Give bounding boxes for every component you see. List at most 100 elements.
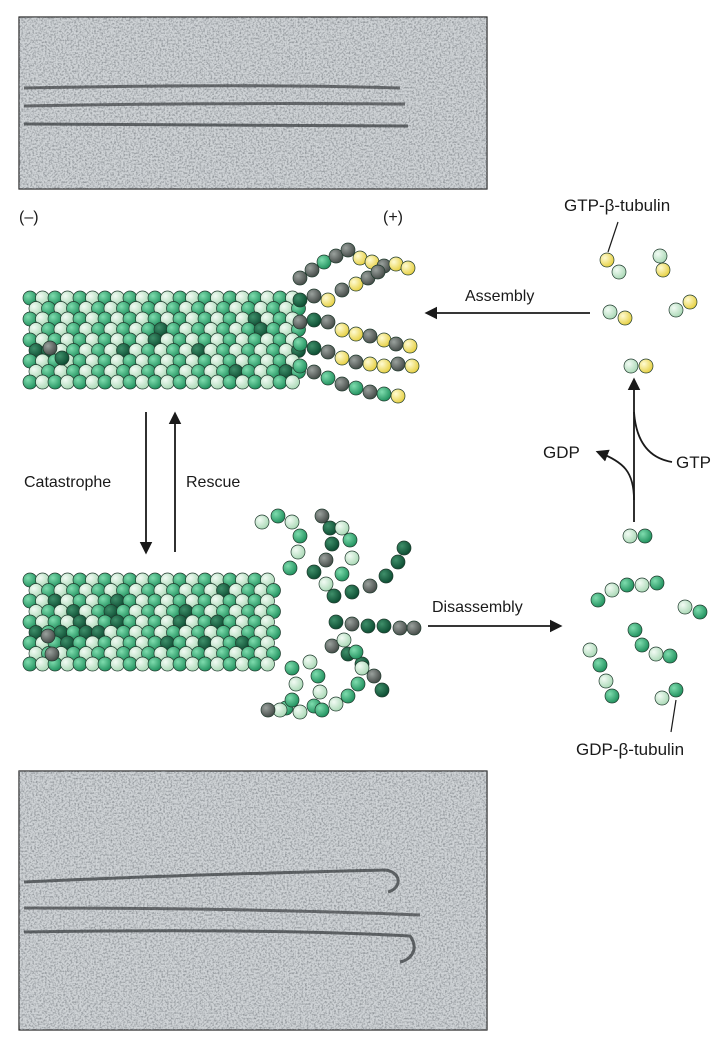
- tubulin-bead: [285, 374, 300, 390]
- free-tubulin-bead: [592, 657, 608, 673]
- tubulin-bead: [314, 508, 330, 524]
- tubulin-bead: [392, 620, 408, 636]
- gtp-entry-arrow: [633, 411, 673, 463]
- tubulin-bead: [197, 374, 213, 390]
- tubulin-bead: [390, 356, 406, 372]
- tubulin-bead: [318, 576, 334, 592]
- tubulin-bead: [292, 314, 308, 330]
- tubulin-bead: [342, 532, 358, 548]
- tubulin-bead: [376, 358, 392, 374]
- tubulin-bead: [210, 656, 225, 672]
- tubulin-bead: [306, 340, 322, 356]
- tubulin-bead: [288, 676, 304, 692]
- tubulin-bead: [320, 314, 336, 330]
- tubulin-bead: [47, 374, 63, 390]
- tubulin-bead: [354, 660, 370, 676]
- free-tubulin-bead: [634, 637, 650, 653]
- tubulin-bead: [334, 566, 350, 582]
- tubulin-bead: [396, 540, 412, 556]
- tubulin-bead: [72, 656, 88, 672]
- free-tubulin-bead: [604, 582, 620, 598]
- tubulin-bead: [292, 336, 308, 352]
- gtp-tubulin-label: GTP-β-tubulin: [564, 196, 670, 215]
- tubulin-bead: [292, 704, 308, 720]
- tubulin-bead: [147, 656, 163, 672]
- tubulin-bead: [72, 374, 88, 390]
- tubulin-bead: [406, 620, 422, 636]
- tubulin-bead: [348, 380, 364, 396]
- tubulin-bead: [44, 646, 60, 662]
- tubulin-bead: [328, 248, 344, 264]
- tubulin-bead: [312, 684, 328, 700]
- tubulin-bead: [366, 668, 382, 684]
- tubulin-bead: [292, 528, 308, 544]
- tubulin-bead: [362, 578, 378, 594]
- free-tubulin-bead: [655, 262, 671, 278]
- free-tubulin-bead: [582, 642, 598, 658]
- free-tubulin-bead: [619, 577, 635, 593]
- tubulin-bead: [85, 374, 100, 390]
- tubulin-bead: [284, 660, 300, 676]
- tubulin-bead: [336, 632, 352, 648]
- free-tubulin-bead: [662, 648, 678, 664]
- tubulin-bead: [292, 358, 308, 374]
- tubulin-bead: [390, 554, 406, 570]
- tubulin-bead: [370, 264, 386, 280]
- free-tubulin-bead: [590, 592, 606, 608]
- tubulin-bead: [310, 668, 326, 684]
- plus-end-label: (+): [383, 209, 403, 226]
- tubulin-bead: [362, 328, 378, 344]
- free-tubulin-bead: [652, 248, 668, 264]
- tubulin-bead: [348, 644, 364, 660]
- growing-microtubule: [22, 242, 420, 404]
- free-tubulin-bead: [637, 528, 653, 544]
- tubulin-bead: [270, 508, 286, 524]
- gtp-tubulin-pointer: [607, 221, 619, 253]
- tubulin-bead: [185, 656, 200, 672]
- tubulin-bead: [284, 514, 300, 530]
- tubulin-bead: [402, 338, 418, 354]
- tubulin-bead: [334, 376, 350, 392]
- tubulin-bead: [247, 374, 263, 390]
- tubulin-bead: [362, 356, 378, 372]
- tubulin-bead: [22, 374, 38, 390]
- tubulin-bead: [290, 544, 306, 560]
- tubulin-bead: [260, 656, 275, 672]
- free-tubulin-bead: [611, 264, 627, 280]
- free-tubulin-bead: [622, 528, 638, 544]
- tubulin-bead: [235, 656, 250, 672]
- gtp-label: GTP: [676, 453, 711, 472]
- tubulin-bead: [328, 696, 344, 712]
- tubulin-bead: [172, 656, 188, 672]
- tubulin-bead: [344, 550, 360, 566]
- tubulin-bead: [284, 692, 300, 708]
- tubulin-bead: [35, 374, 50, 390]
- tubulin-bead: [54, 350, 70, 366]
- tubulin-bead: [260, 702, 276, 718]
- tubulin-bead: [374, 682, 390, 698]
- rescue-label: Rescue: [186, 474, 240, 491]
- tubulin-bead: [260, 374, 275, 390]
- gdp-tubulin-label: GDP-β-tubulin: [576, 740, 684, 759]
- tubulin-bead: [147, 374, 163, 390]
- tubulin-bead: [318, 552, 334, 568]
- tubulin-bead: [388, 336, 404, 352]
- free-tubulin-bead: [654, 690, 670, 706]
- tubulin-bead: [306, 312, 322, 328]
- assembly-label: Assembly: [465, 288, 534, 305]
- free-tubulin-bead: [668, 302, 684, 318]
- tubulin-bead: [97, 374, 113, 390]
- tubulin-bead: [400, 260, 416, 276]
- free-tubulin-bead: [599, 252, 615, 268]
- tubulin-bead: [326, 588, 342, 604]
- tubulin-bead: [247, 656, 263, 672]
- tubulin-bead: [292, 270, 308, 286]
- tubulin-bead: [110, 374, 125, 390]
- tubulin-bead: [22, 656, 38, 672]
- tubulin-bead: [110, 656, 125, 672]
- tubulin-bead: [122, 656, 138, 672]
- free-tubulin-bead: [677, 599, 693, 615]
- tubulin-bead: [378, 568, 394, 584]
- tubulin-bead: [348, 326, 364, 342]
